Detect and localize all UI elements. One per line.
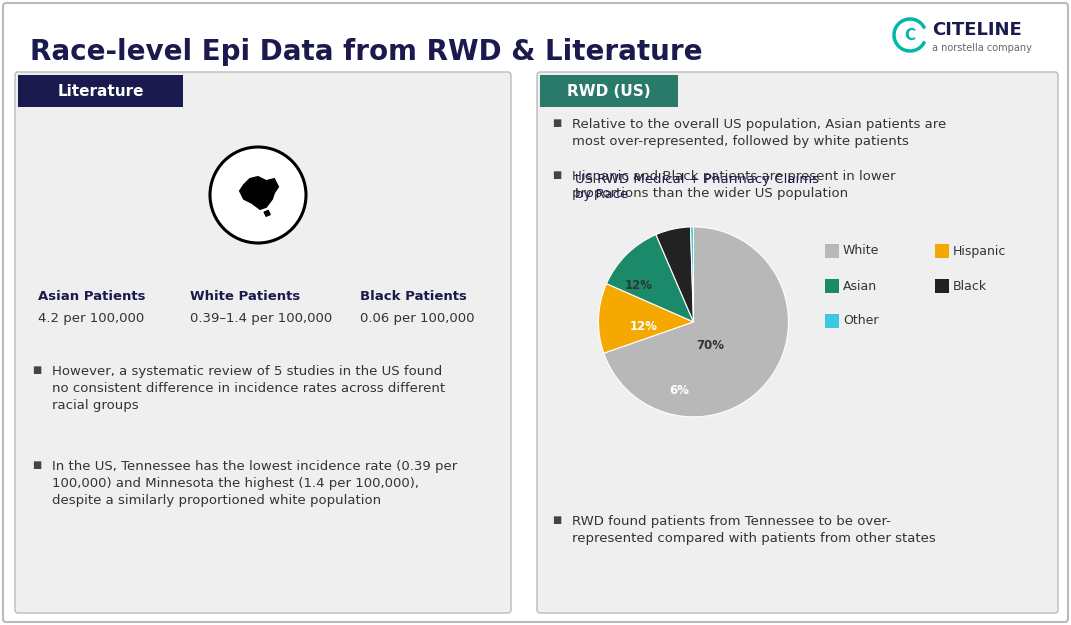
Wedge shape bbox=[599, 284, 694, 353]
Text: most over-represented, followed by white patients: most over-represented, followed by white… bbox=[572, 135, 909, 148]
Text: 0.39–1.4 per 100,000: 0.39–1.4 per 100,000 bbox=[190, 312, 332, 325]
Text: White Patients: White Patients bbox=[190, 290, 300, 303]
Text: despite a similarly proportioned white population: despite a similarly proportioned white p… bbox=[52, 494, 381, 507]
Bar bbox=[935, 279, 949, 293]
Text: 70%: 70% bbox=[696, 339, 725, 352]
Text: racial groups: racial groups bbox=[52, 399, 138, 412]
Bar bbox=[825, 244, 839, 258]
Text: ■: ■ bbox=[552, 170, 561, 180]
Text: CITELINE: CITELINE bbox=[932, 21, 1022, 39]
Wedge shape bbox=[606, 234, 694, 322]
Text: Hispanic: Hispanic bbox=[953, 244, 1007, 258]
Text: ■: ■ bbox=[552, 118, 561, 128]
Text: Hispanic and Black patients are present in lower: Hispanic and Black patients are present … bbox=[572, 170, 895, 183]
Polygon shape bbox=[265, 211, 270, 216]
Bar bbox=[825, 279, 839, 293]
Polygon shape bbox=[240, 177, 278, 209]
Text: 12%: 12% bbox=[630, 320, 658, 333]
Text: represented compared with patients from other states: represented compared with patients from … bbox=[572, 532, 936, 545]
Circle shape bbox=[208, 145, 308, 245]
Text: a norstella company: a norstella company bbox=[932, 43, 1031, 53]
Text: In the US, Tennessee has the lowest incidence rate (0.39 per: In the US, Tennessee has the lowest inci… bbox=[52, 460, 457, 473]
Text: no consistent difference in incidence rates across different: no consistent difference in incidence ra… bbox=[52, 382, 446, 395]
Text: Literature: Literature bbox=[58, 84, 145, 99]
Circle shape bbox=[210, 147, 306, 243]
Text: Black: Black bbox=[953, 279, 987, 292]
Text: ■: ■ bbox=[32, 460, 42, 470]
FancyBboxPatch shape bbox=[3, 3, 1068, 622]
Text: C: C bbox=[904, 28, 916, 43]
Text: 4.2 per 100,000: 4.2 per 100,000 bbox=[37, 312, 145, 325]
Text: 100,000) and Minnesota the highest (1.4 per 100,000),: 100,000) and Minnesota the highest (1.4 … bbox=[52, 477, 419, 490]
Text: proportions than the wider US population: proportions than the wider US population bbox=[572, 187, 848, 200]
Bar bbox=[540, 75, 678, 107]
Wedge shape bbox=[655, 227, 694, 322]
Bar bbox=[935, 244, 949, 258]
Text: Race-level Epi Data from RWD & Literature: Race-level Epi Data from RWD & Literatur… bbox=[30, 38, 703, 66]
Text: 6%: 6% bbox=[669, 384, 690, 397]
Text: White: White bbox=[843, 244, 879, 258]
Text: Asian: Asian bbox=[843, 279, 877, 292]
Text: RWD (US): RWD (US) bbox=[568, 84, 651, 99]
FancyBboxPatch shape bbox=[15, 72, 511, 613]
Text: 0.06 per 100,000: 0.06 per 100,000 bbox=[360, 312, 474, 325]
Text: RWD found patients from Tennessee to be over-: RWD found patients from Tennessee to be … bbox=[572, 515, 891, 528]
Text: ■: ■ bbox=[552, 515, 561, 525]
Text: However, a systematic review of 5 studies in the US found: However, a systematic review of 5 studie… bbox=[52, 365, 442, 378]
Wedge shape bbox=[604, 227, 788, 417]
Bar bbox=[18, 75, 183, 107]
FancyBboxPatch shape bbox=[537, 72, 1058, 613]
Text: Relative to the overall US population, Asian patients are: Relative to the overall US population, A… bbox=[572, 118, 947, 131]
Text: Black Patients: Black Patients bbox=[360, 290, 467, 303]
Bar bbox=[825, 314, 839, 328]
Text: Asian Patients: Asian Patients bbox=[37, 290, 146, 303]
Text: US RWD Medical + Pharmacy Claims
by Race: US RWD Medical + Pharmacy Claims by Race bbox=[575, 173, 818, 201]
Text: Other: Other bbox=[843, 314, 878, 328]
Wedge shape bbox=[691, 227, 694, 322]
Text: ■: ■ bbox=[32, 365, 42, 375]
Text: 12%: 12% bbox=[624, 279, 652, 292]
